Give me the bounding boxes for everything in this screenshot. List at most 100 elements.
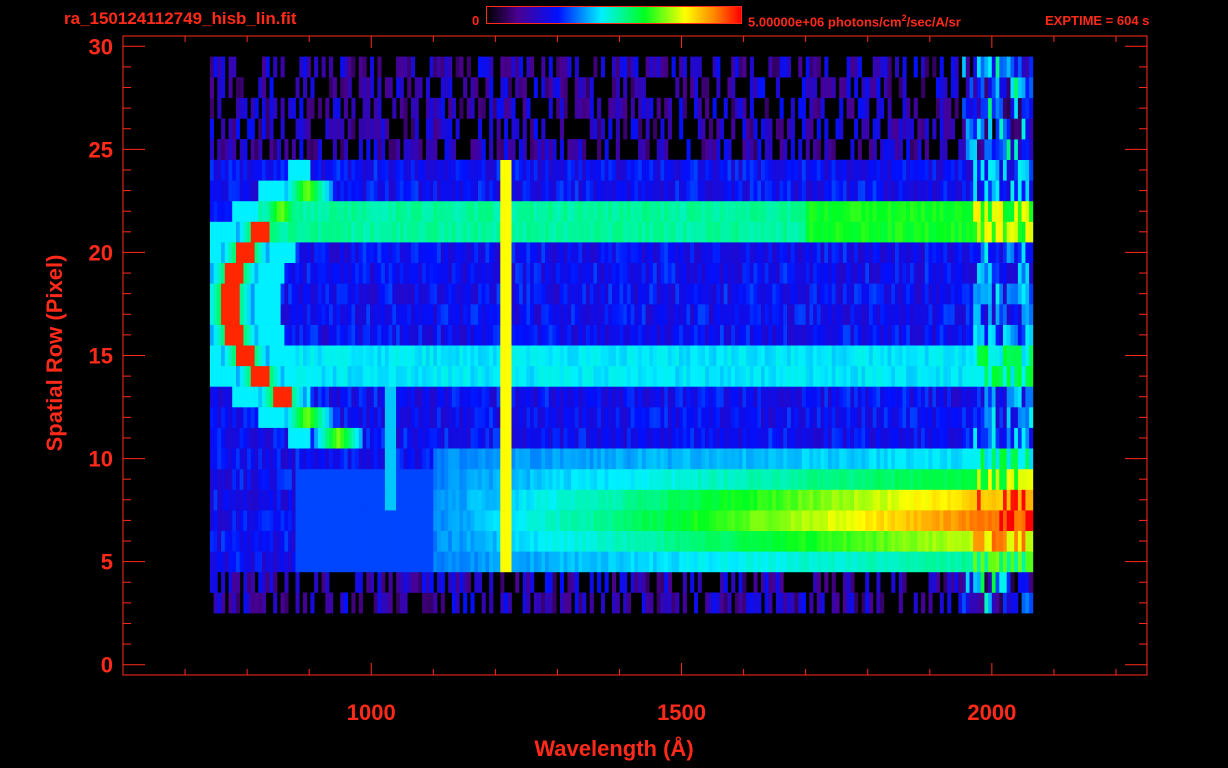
heatmap-cell [686, 510, 691, 531]
heatmap-cell [329, 118, 334, 140]
heatmap-cell [880, 283, 885, 305]
heatmap-cell [1006, 180, 1011, 202]
heatmap-cell [973, 448, 978, 470]
heatmap-cell [999, 242, 1004, 263]
heatmap-cell [857, 159, 862, 181]
heatmap-cell [481, 448, 486, 470]
heatmap-cell [761, 365, 766, 387]
heatmap-cell [801, 407, 806, 428]
heatmap-cell [712, 551, 717, 573]
heatmap-cell [734, 468, 739, 490]
heatmap-cell [969, 304, 974, 325]
heatmap-cell [474, 489, 479, 511]
heatmap-cell [507, 200, 512, 222]
heatmap-cell [433, 427, 438, 449]
heatmap-cell [213, 592, 218, 614]
heatmap-cell [846, 386, 851, 408]
heatmap-cell [1014, 200, 1019, 222]
heatmap-cell [258, 510, 263, 531]
heatmap-cell [947, 180, 952, 202]
heatmap-cell [258, 118, 263, 140]
heatmap-cell [772, 221, 777, 243]
heatmap-cell [250, 407, 255, 428]
heatmap-cell [329, 489, 334, 511]
heatmap-cell [746, 551, 751, 573]
heatmap-cell [317, 386, 322, 408]
heatmap-cell [239, 468, 244, 490]
heatmap-cell [474, 283, 479, 305]
heatmap-cell [299, 468, 304, 490]
heatmap-cell [924, 200, 929, 222]
heatmap-cell [921, 118, 926, 140]
heatmap-cell [399, 242, 404, 263]
heatmap-cell [880, 386, 885, 408]
heatmap-cell [336, 345, 341, 367]
heatmap-cell [414, 345, 419, 367]
heatmap-cell [295, 510, 300, 531]
heatmap-cell [474, 304, 479, 325]
heatmap-cell [489, 551, 494, 573]
heatmap-cell [492, 200, 497, 222]
heatmap-cell [522, 139, 527, 160]
heatmap-cell [262, 118, 267, 140]
heatmap-cell [217, 551, 222, 573]
heatmap-cell [943, 221, 948, 243]
heatmap-cell [224, 427, 229, 449]
heatmap-cell [370, 345, 375, 367]
heatmap-cell [221, 386, 226, 408]
heatmap-cell [396, 159, 401, 181]
heatmap-cell [474, 180, 479, 202]
heatmap-cell [403, 448, 408, 470]
heatmap-cell [433, 242, 438, 263]
heatmap-cell [548, 571, 553, 593]
heatmap-cell [694, 159, 699, 181]
heatmap-cell [407, 448, 412, 470]
heatmap-cell [351, 530, 356, 552]
heatmap-cell [299, 262, 304, 284]
heatmap-cell [846, 159, 851, 181]
heatmap-cell [455, 180, 460, 202]
heatmap-cell [548, 221, 553, 243]
heatmap-cell [865, 304, 870, 325]
heatmap-cell [340, 139, 345, 160]
heatmap-cell [727, 283, 732, 305]
heatmap-cell [917, 551, 922, 573]
heatmap-cell [250, 510, 255, 531]
heatmap-cell [343, 427, 348, 449]
heatmap-cell [295, 262, 300, 284]
heatmap-cell [258, 448, 263, 470]
heatmap-cell [798, 448, 803, 470]
heatmap-cell [1025, 592, 1030, 614]
heatmap-cell [422, 159, 427, 181]
heatmap-cell [898, 386, 903, 408]
heatmap-cell [828, 551, 833, 573]
heatmap-cell [977, 221, 982, 243]
heatmap-cell [947, 530, 952, 552]
heatmap-cell [265, 118, 270, 140]
heatmap-cell [347, 365, 352, 387]
heatmap-cell [597, 221, 602, 243]
heatmap-cell [355, 304, 360, 325]
heatmap-cell [291, 468, 296, 490]
heatmap-cell [269, 159, 274, 181]
heatmap-cell [370, 242, 375, 263]
heatmap-cell [518, 304, 523, 325]
heatmap-cell [924, 180, 929, 202]
heatmap-cell [716, 427, 721, 449]
heatmap-cell [232, 221, 237, 243]
heatmap-cell [671, 489, 676, 511]
heatmap-cell [567, 159, 572, 181]
heatmap-cell [247, 407, 252, 428]
heatmap-cell [306, 97, 311, 119]
heatmap-cell [1017, 530, 1022, 552]
heatmap-cell [619, 365, 624, 387]
heatmap-cell [977, 180, 982, 202]
heatmap-cell [902, 468, 907, 490]
heatmap-cell [384, 180, 389, 202]
heatmap-cell [697, 345, 702, 367]
heatmap-cell [679, 530, 684, 552]
heatmap-cell [608, 448, 613, 470]
heatmap-cell [909, 468, 914, 490]
heatmap-cell [761, 489, 766, 511]
heatmap-cell [232, 448, 237, 470]
